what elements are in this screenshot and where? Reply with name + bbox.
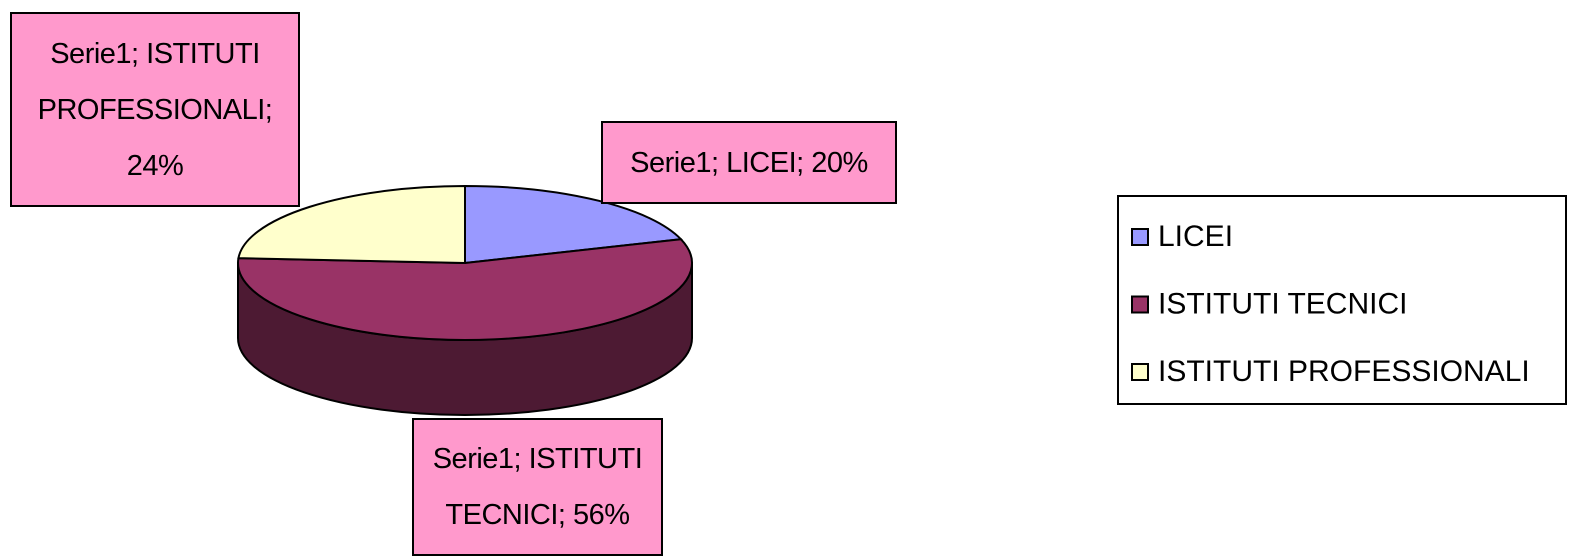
legend-swatch	[1131, 295, 1149, 314]
legend-swatch	[1131, 363, 1149, 381]
slice	[237, 238, 693, 341]
data-label: Serie1; ISTITUTI PROFESSIONALI; 24%	[10, 12, 300, 207]
legend-swatch	[1131, 228, 1149, 246]
legend-box	[1117, 195, 1567, 405]
legend-label: ISTITUTI TECNICI	[1158, 287, 1407, 320]
slice	[237, 184, 466, 265]
legend-label: LICEI	[1158, 220, 1233, 253]
data-label: Serie1; ISTITUTI TECNICI; 56%	[412, 418, 663, 556]
legend-label: ISTITUTI PROFESSIONALI	[1158, 355, 1530, 388]
legend: LICEI ISTITUTI TECNICI ISTITUTI PROFESSION…	[1117, 195, 1567, 405]
slice	[464, 184, 684, 265]
data-label: Serie1; LICEI; 20%	[601, 121, 897, 204]
